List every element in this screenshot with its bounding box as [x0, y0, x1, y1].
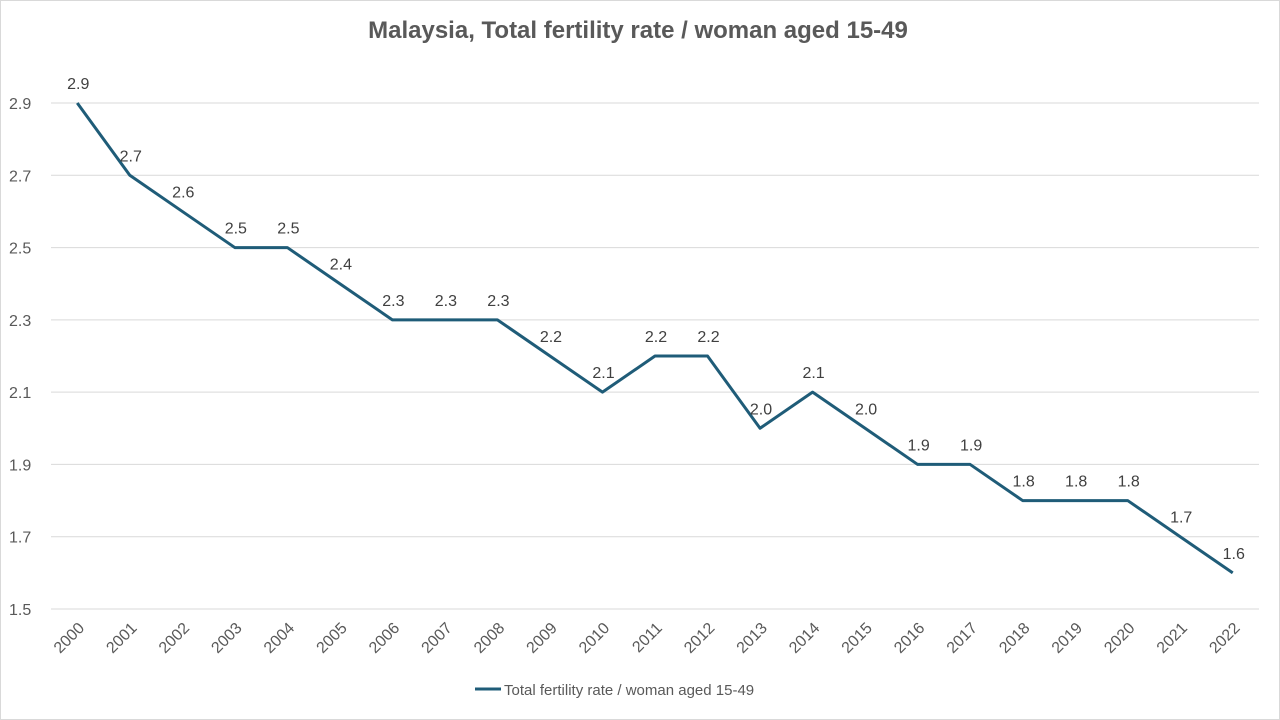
x-tick-label: 2014 [786, 620, 823, 657]
data-label: 2.5 [277, 221, 299, 238]
x-tick-label: 2010 [576, 620, 613, 657]
data-label: 1.9 [907, 437, 929, 454]
data-label: 2.2 [540, 329, 562, 346]
data-label: 2.4 [330, 257, 352, 274]
x-tick-label: 2005 [314, 620, 351, 657]
y-tick-label: 2.5 [9, 241, 31, 258]
data-label: 1.8 [1065, 474, 1087, 491]
x-tick-label: 2022 [1206, 620, 1243, 657]
x-tick-label: 2009 [524, 620, 561, 657]
x-tick-label: 2004 [261, 620, 298, 657]
data-label: 1.6 [1223, 546, 1245, 563]
chart-title: Malaysia, Total fertility rate / woman a… [368, 17, 908, 44]
data-label: 1.7 [1170, 510, 1192, 527]
y-tick-label: 2.3 [9, 313, 31, 330]
x-tick-label: 2021 [1154, 620, 1191, 657]
x-tick-label: 2002 [156, 620, 193, 657]
x-tick-label: 2013 [734, 620, 771, 657]
data-label: 1.9 [960, 437, 982, 454]
y-tick-label: 1.9 [9, 457, 31, 474]
x-tick-label: 2008 [471, 620, 508, 657]
x-tick-label: 2007 [419, 620, 456, 657]
data-label: 1.8 [1118, 474, 1140, 491]
data-label: 2.9 [67, 76, 89, 93]
x-tick-label: 2019 [1049, 620, 1086, 657]
data-label: 2.3 [487, 293, 509, 310]
y-tick-label: 1.5 [9, 602, 31, 619]
data-label: 2.6 [172, 184, 194, 201]
y-tick-label: 1.7 [9, 530, 31, 547]
x-axis-ticks: 2000 2001 2002 2003 2004 2005 2006 2007 2008 2009… [51, 620, 1244, 657]
data-labels: 2.9 2.7 2.6 2.5 2.5 2.4 2.3 2.3 2.3 2.2 2.1 2.2 2.2 2… [67, 76, 1245, 563]
data-label: 2.1 [802, 365, 824, 382]
data-label: 2.2 [645, 329, 667, 346]
data-label: 2.3 [435, 293, 457, 310]
data-label: 2.7 [120, 148, 142, 165]
data-label: 2.0 [855, 401, 877, 418]
series-line [76, 102, 1234, 575]
series-layer [76, 102, 1234, 575]
data-label: 2.5 [225, 221, 247, 238]
y-axis-ticks: 1.5 1.7 1.9 2.1 2.3 2.5 2.7 2.9 [9, 96, 31, 619]
x-tick-label: 2012 [681, 620, 718, 657]
x-tick-label: 2011 [629, 620, 665, 656]
data-label: 2.2 [697, 329, 719, 346]
x-tick-label: 2020 [1101, 620, 1138, 657]
legend: Total fertility rate / woman aged 15-49 [475, 682, 754, 699]
data-label: 2.0 [750, 401, 772, 418]
legend-label: Total fertility rate / woman aged 15-49 [504, 682, 754, 699]
x-tick-label: 2003 [208, 620, 245, 657]
data-label: 2.3 [382, 293, 404, 310]
x-tick-label: 2015 [839, 620, 876, 657]
x-tick-label: 2018 [996, 620, 1033, 657]
x-tick-label: 2006 [366, 620, 403, 657]
y-tick-label: 2.7 [9, 168, 31, 185]
y-tick-label: 2.1 [9, 385, 31, 402]
x-tick-label: 2016 [891, 620, 928, 657]
x-tick-label: 2001 [103, 620, 140, 657]
x-tick-label: 2017 [944, 620, 981, 657]
data-label: 1.8 [1013, 474, 1035, 491]
data-label: 2.1 [592, 365, 614, 382]
x-tick-label: 2000 [51, 620, 88, 657]
y-tick-label: 2.9 [9, 96, 31, 113]
